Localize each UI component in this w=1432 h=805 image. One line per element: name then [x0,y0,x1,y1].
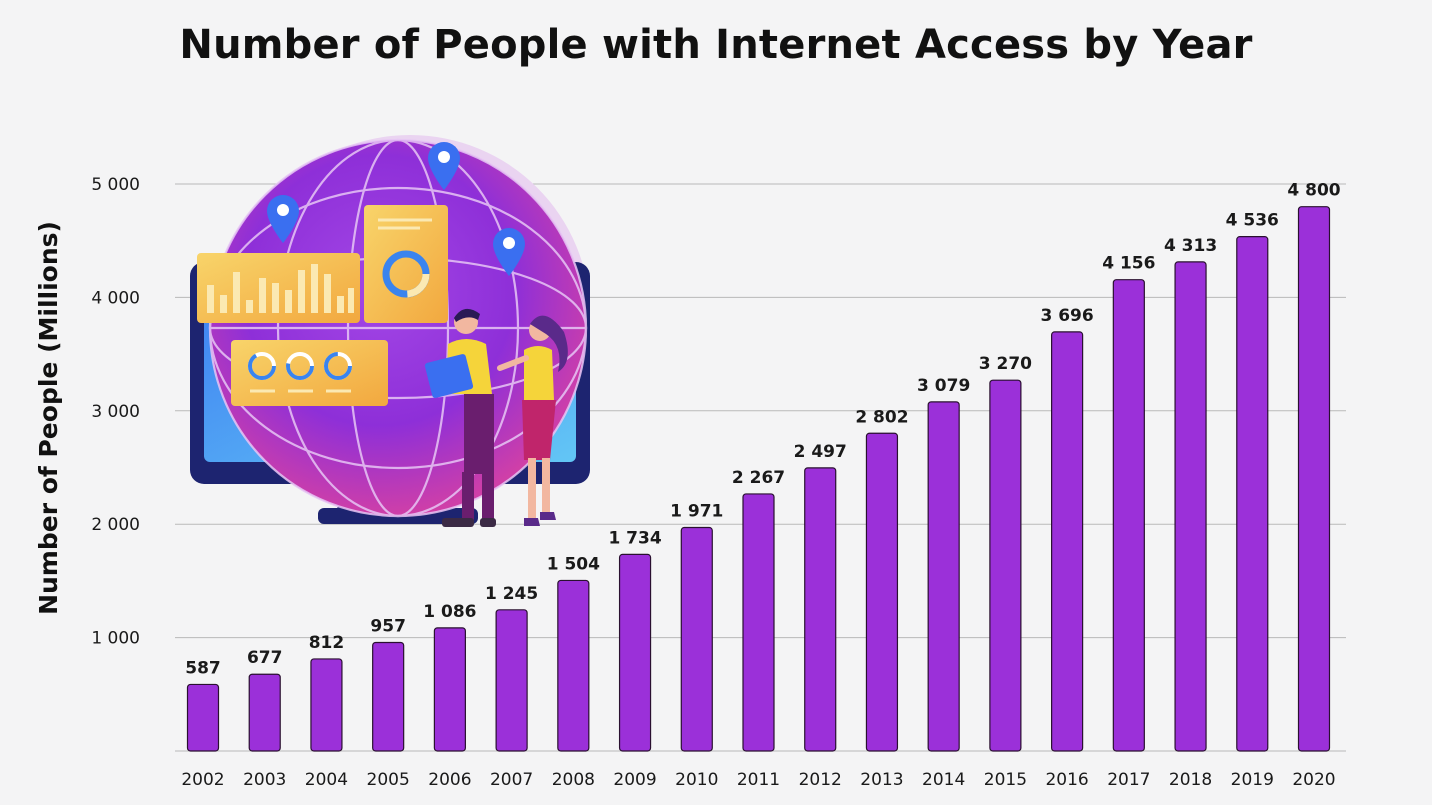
data-label-2003: 677 [247,648,283,668]
data-label-2015: 3 270 [979,354,1032,374]
bar-2013 [865,432,899,752]
x-tick-label-2019: 2019 [1231,770,1274,790]
x-tick-label-2003: 2003 [243,770,286,790]
data-label-2005: 957 [370,616,406,636]
mini-donut-card [364,205,448,323]
x-tick-label-2016: 2016 [1045,770,1088,790]
data-label-2008: 1 504 [547,554,600,574]
data-label-2007: 1 245 [485,584,538,604]
y-tick-label: 3 000 [91,402,140,422]
x-tick-label-2012: 2012 [799,770,842,790]
bar-2004 [310,658,343,752]
bar-2015 [989,379,1022,752]
y-axis-ticks: 1 000 2 000 3 000 4 000 5 000 [91,175,140,649]
bar-2017 [1112,279,1145,752]
chart-title: Number of People with Internet Access by… [179,22,1253,68]
x-tick-label-2011: 2011 [737,770,780,790]
x-tick-label-2014: 2014 [922,770,965,790]
location-pin-icon [493,228,525,276]
people-with-globe-and-monitor-illustration [190,135,590,527]
data-label-2012: 2 497 [794,442,847,462]
data-label-2020: 4 800 [1287,181,1340,201]
bar-2009 [618,553,652,752]
y-tick-label: 4 000 [91,288,140,308]
x-axis-ticks: 2002 2003 2004 2005 2006 2007 2008 2009 2010 2011… [181,770,1335,790]
x-tick-label-2017: 2017 [1107,770,1150,790]
y-tick-label: 1 000 [91,629,140,649]
data-label-2011: 2 267 [732,468,785,488]
x-tick-label-2006: 2006 [428,770,471,790]
data-label-2014: 3 079 [917,376,970,396]
location-pin-icon [267,195,299,243]
bar-2019 [1236,236,1269,752]
bar-2016 [1051,331,1084,752]
data-label-2010: 1 971 [670,501,723,521]
data-label-2009: 1 734 [608,528,661,548]
bar-2012 [804,467,837,752]
x-tick-label-2008: 2008 [552,770,595,790]
data-label-2018: 4 313 [1164,236,1217,256]
data-label-2013: 2 802 [855,407,908,427]
data-label-2006: 1 086 [423,602,476,622]
bar-2014 [927,401,960,752]
x-tick-label-2007: 2007 [490,770,533,790]
bar-2003 [248,673,281,752]
x-tick-label-2020: 2020 [1292,770,1335,790]
bar-2010 [680,526,713,752]
bar-2005 [372,641,405,752]
data-label-2002: 587 [185,658,221,678]
x-tick-label-2018: 2018 [1169,770,1212,790]
y-tick-label: 5 000 [91,175,140,195]
woman-figure [497,315,568,526]
data-label-2004: 812 [309,633,345,653]
x-tick-label-2013: 2013 [860,770,903,790]
x-tick-label-2015: 2015 [984,770,1027,790]
data-labels: 587 677 812 957 1 086 1 245 1 504 1 734 1 971 2 2… [185,181,1341,679]
bar-2007 [495,609,528,752]
data-label-2019: 4 536 [1226,211,1279,231]
data-label-2017: 4 156 [1102,254,1155,274]
bar-2020 [1297,206,1331,752]
bar-2008 [557,579,590,752]
location-pin-icon [428,142,460,190]
x-tick-label-2004: 2004 [305,770,348,790]
y-axis-title: Number of People (Millions) [34,221,63,615]
bar-2011 [742,493,775,752]
x-tick-label-2002: 2002 [181,770,224,790]
bar-2002 [186,683,220,752]
man-figure [424,308,496,527]
x-tick-label-2009: 2009 [613,770,656,790]
bars [186,206,1331,752]
y-tick-label: 2 000 [91,515,140,535]
bar-2018 [1174,261,1207,752]
bar-2006 [433,627,466,752]
x-tick-label-2005: 2005 [367,770,410,790]
data-label-2016: 3 696 [1040,306,1093,326]
x-tick-label-2010: 2010 [675,770,718,790]
